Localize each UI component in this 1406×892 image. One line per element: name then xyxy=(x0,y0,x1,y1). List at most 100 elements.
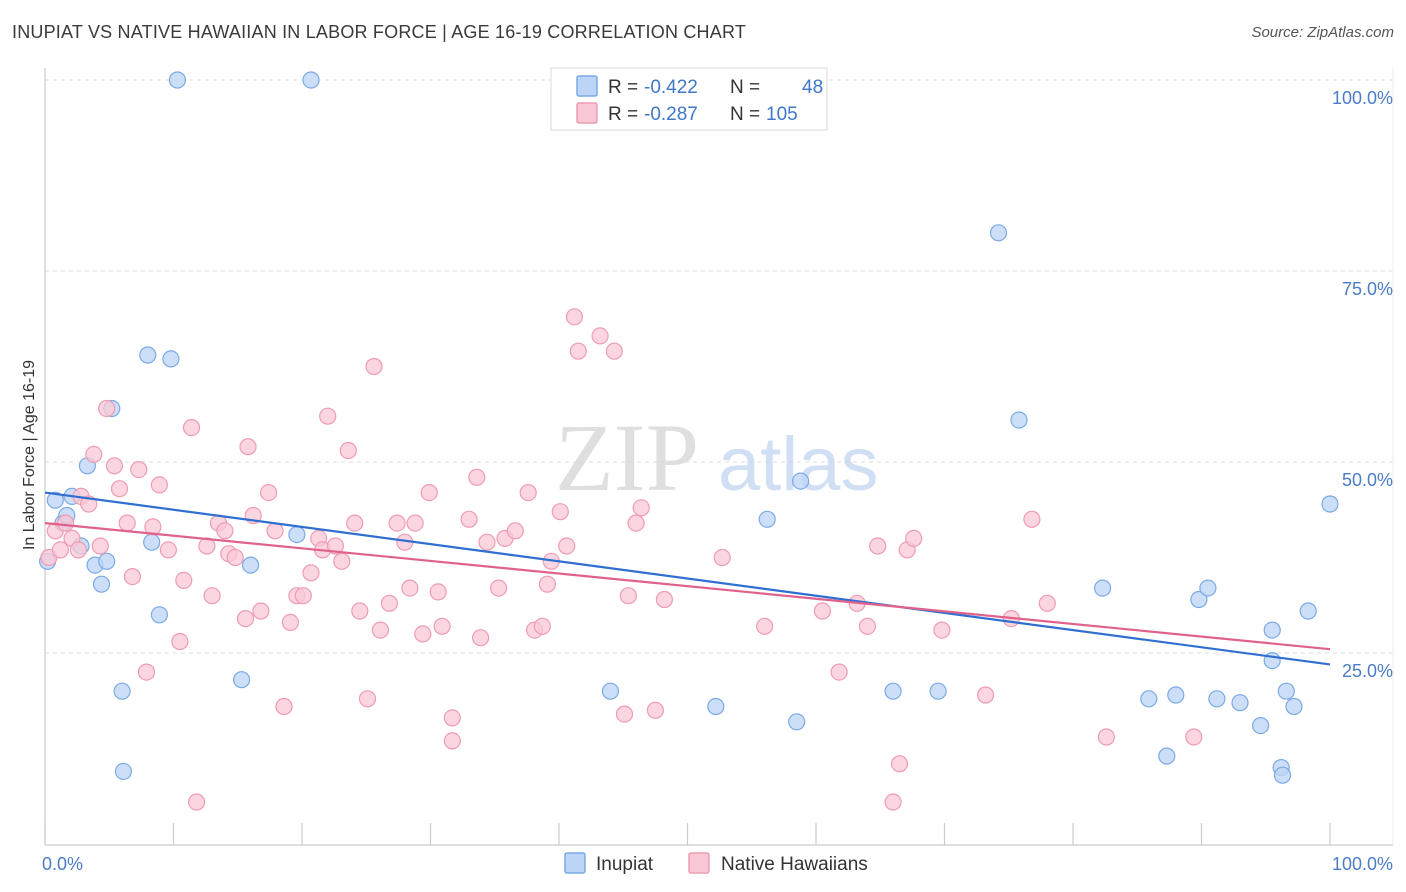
native-hawaiians-point-18 xyxy=(150,476,168,494)
native-hawaiians-point-99 xyxy=(976,686,995,704)
inupiat-point-46 xyxy=(1299,602,1317,620)
native-hawaiians-point-55 xyxy=(401,579,419,597)
native-hawaiians-point-5 xyxy=(69,541,88,559)
native-hawaiians-point-93 xyxy=(869,537,887,555)
inupiat-point-45 xyxy=(1285,697,1303,716)
native-hawaiians-point-83 xyxy=(627,514,645,532)
native-hawaiians-point-22 xyxy=(182,419,201,437)
native-hawaiians-point-8 xyxy=(85,445,103,463)
watermark-zip: ZIP xyxy=(555,404,699,511)
legend-n-label-2: N = xyxy=(730,104,760,125)
y-tick-labels: 25.0% 50.0% 75.0% 100.0% xyxy=(1332,88,1393,681)
y-tick-label-50: 50.0% xyxy=(1342,470,1393,490)
native-hawaiians-point-76 xyxy=(558,537,576,555)
native-hawaiians-point-40 xyxy=(302,564,320,582)
native-hawaiians-point-19 xyxy=(159,541,177,559)
native-hawaiians-point-12 xyxy=(110,480,129,498)
native-hawaiians-point-67 xyxy=(490,579,508,597)
inupiat-point-24 xyxy=(758,510,776,528)
native-hawaiians-point-23 xyxy=(188,793,206,811)
inupiat-point-23 xyxy=(707,697,725,716)
native-hawaiians-point-50 xyxy=(365,357,383,376)
native-hawaiians-point-102 xyxy=(1038,594,1056,612)
inupiat-point-38 xyxy=(1231,694,1249,712)
native-hawaiians-point-90 xyxy=(830,663,848,681)
x-tick-label-100: 100.0% xyxy=(1332,854,1393,874)
native-hawaiians-point-79 xyxy=(591,327,609,345)
native-hawaiians-point-73 xyxy=(538,575,557,593)
legend-swatch-native-hawaiians xyxy=(576,102,598,124)
native-hawaiians-point-65 xyxy=(472,629,490,647)
inupiat-point-31 xyxy=(1093,579,1112,597)
bottom-legend-label-inupiat: Inupiat xyxy=(596,854,654,875)
native-hawaiians-point-95 xyxy=(890,755,909,773)
native-hawaiians-point-63 xyxy=(460,510,478,528)
native-hawaiians-point-34 xyxy=(260,484,278,502)
legend-r-value-1: -0.422 xyxy=(644,77,698,98)
inupiat-point-25 xyxy=(788,713,806,731)
native-hawaiians-point-69 xyxy=(506,522,524,540)
inupiat-point-20 xyxy=(288,525,306,544)
inupiat-point-36 xyxy=(1199,579,1217,597)
native-hawaiians-point-2 xyxy=(51,541,70,559)
inupiat-point-32 xyxy=(1140,690,1158,708)
axes xyxy=(44,68,1394,846)
native-hawaiians-point-11 xyxy=(105,457,124,475)
native-hawaiians-point-58 xyxy=(420,484,438,502)
native-hawaiians-point-14 xyxy=(123,567,141,586)
native-hawaiians-point-104 xyxy=(1185,728,1203,746)
native-hawaiians-point-77 xyxy=(565,308,584,326)
chart-source: Source: ZipAtlas.com xyxy=(1251,24,1394,41)
native-hawaiians-point-98 xyxy=(933,621,951,639)
native-hawaiians-point-43 xyxy=(319,407,337,425)
inupiat-point-27 xyxy=(884,682,902,700)
inupiat-point-33 xyxy=(1158,747,1176,765)
legend-r-label-2: R = xyxy=(608,104,638,125)
native-hawaiians-point-72 xyxy=(533,617,551,635)
bottom-legend-swatch-inupiat xyxy=(564,852,586,874)
y-tick-label-100: 100.0% xyxy=(1332,88,1393,108)
inupiat-point-9 xyxy=(98,552,116,570)
inupiat-point-39 xyxy=(1251,716,1270,735)
inupiat-point-19 xyxy=(242,556,260,574)
native-hawaiians-point-51 xyxy=(371,621,389,639)
inupiat-point-22 xyxy=(601,682,620,700)
native-hawaiians-point-39 xyxy=(294,587,312,605)
native-hawaiians-point-88 xyxy=(755,617,774,635)
trend-lines xyxy=(44,491,1331,666)
native-hawaiians-point-45 xyxy=(333,552,351,570)
native-hawaiians-point-92 xyxy=(858,617,877,635)
chart-title: INUPIAT VS NATIVE HAWAIIAN IN LABOR FORC… xyxy=(12,22,747,42)
native-hawaiians-point-57 xyxy=(414,625,432,643)
x-tick-label-0: 0.0% xyxy=(42,854,83,874)
x-tick-labels: 0.0% 100.0% xyxy=(42,854,1393,874)
native-hawaiians-point-59 xyxy=(429,583,447,601)
inupiat-point-16 xyxy=(162,350,180,368)
inupiat-point-29 xyxy=(989,224,1008,242)
native-hawaiians-point-20 xyxy=(171,632,189,651)
native-hawaiians-point-13 xyxy=(118,514,136,532)
native-hawaiians-point-33 xyxy=(252,602,270,620)
native-hawaiians-point-84 xyxy=(632,499,650,517)
y-tick-label-75: 75.0% xyxy=(1342,279,1393,299)
native-hawaiians-point-47 xyxy=(346,514,364,532)
native-hawaiians-point-10 xyxy=(98,399,116,418)
inupiat-point-1 xyxy=(46,491,64,509)
trend-line-native-hawaiians xyxy=(44,522,1331,651)
inupiat-point-28 xyxy=(929,682,947,700)
native-hawaiians-point-75 xyxy=(551,503,569,521)
native-hawaiians-point-49 xyxy=(358,690,377,708)
native-hawaiians-point-35 xyxy=(266,522,284,540)
native-hawaiians-point-103 xyxy=(1097,728,1116,746)
native-hawaiians-point-61 xyxy=(443,709,461,727)
native-hawaiians-point-48 xyxy=(351,602,369,620)
inupiat-point-21 xyxy=(302,71,320,89)
y-axis-label: In Labor Force | Age 16-19 xyxy=(21,360,38,550)
legend: R = -0.422 N = 48 R = -0.287 N = 105 xyxy=(550,67,828,131)
native-hawaiians-point-81 xyxy=(615,705,634,723)
trend-line-inupiat xyxy=(44,491,1331,666)
gridlines xyxy=(45,79,1393,654)
watermark-atlas: atlas xyxy=(718,422,879,507)
bottom-legend-swatch-native-hawaiians xyxy=(688,852,710,874)
native-hawaiians-point-36 xyxy=(275,697,293,716)
